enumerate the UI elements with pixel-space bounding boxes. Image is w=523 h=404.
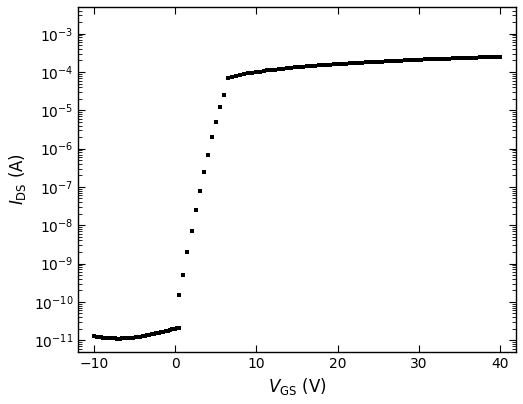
Y-axis label: $I_\mathrm{DS}$ (A): $I_\mathrm{DS}$ (A) xyxy=(7,153,28,205)
X-axis label: $V_\mathrm{GS}$ (V): $V_\mathrm{GS}$ (V) xyxy=(268,376,326,397)
